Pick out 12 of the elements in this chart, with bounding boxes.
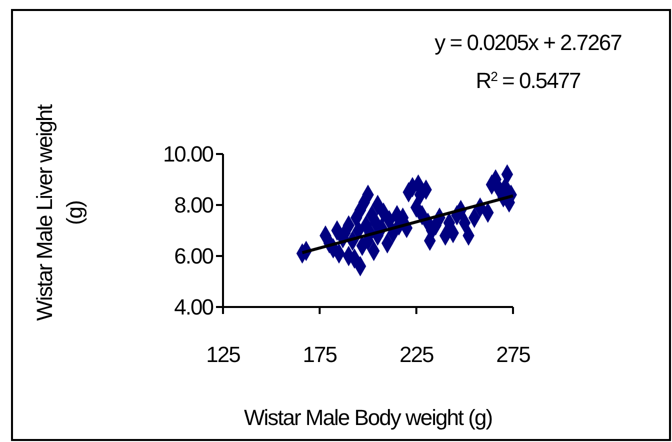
x-tick-label: 275 [496,342,531,367]
y-tick-label: 6.00 [174,244,214,269]
x-axis-title: Wistar Male Body weight (g) [244,405,492,430]
y-axis-title: Wistar Male Liver weight (g) [32,104,87,321]
x-tick-label: 225 [399,342,434,367]
x-tick-label: 175 [302,342,338,367]
y-tick-label: 8.00 [174,192,214,218]
text: y = 0.0205x + 2.7267 [434,30,622,55]
x-tick-label: 125 [206,342,241,367]
text: R$^{2}$ = 0.5477 [476,68,582,93]
y-tick-label: 10.00 [162,142,214,167]
y-tick-label: 4.00 [174,294,214,320]
